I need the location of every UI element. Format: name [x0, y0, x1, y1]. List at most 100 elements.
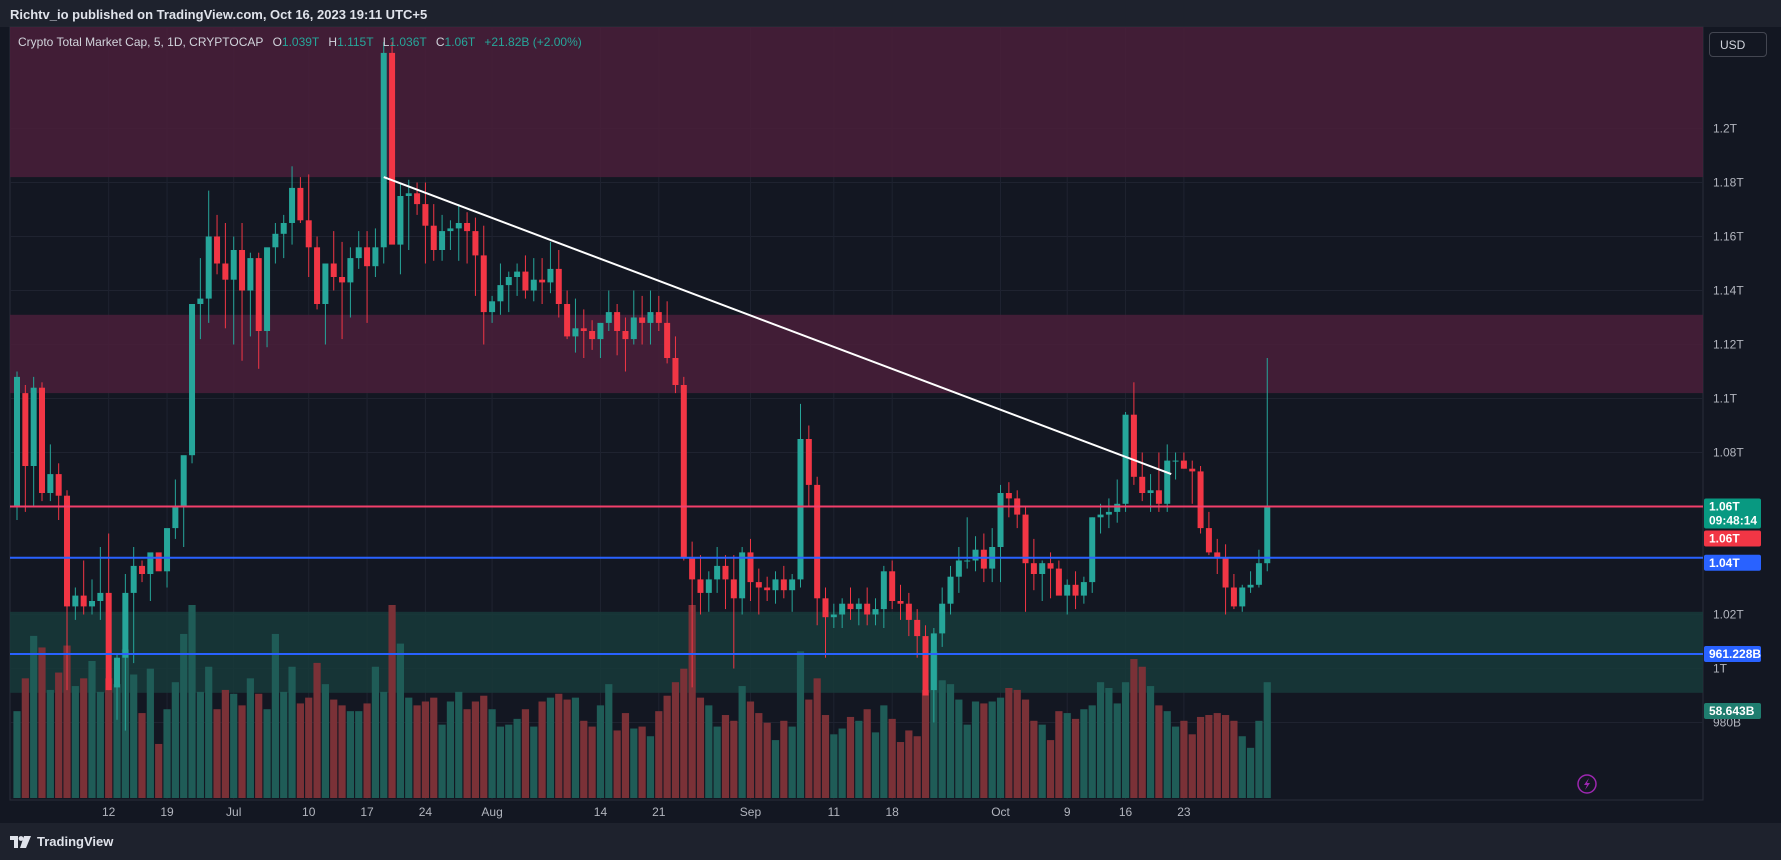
candle-body	[489, 301, 496, 313]
candle	[1247, 571, 1254, 593]
currency-button[interactable]: USD	[1709, 32, 1767, 57]
price-axis[interactable]: 1.2T 1.18T 1.16T 1.14T 1.12T 1.1T 1.08T 1.02T 1T…	[1713, 122, 1744, 824]
candle	[1222, 544, 1229, 615]
volume-bar	[671, 682, 680, 798]
candle	[1014, 490, 1021, 529]
volume-bar	[196, 691, 204, 798]
volume-bar	[996, 697, 1005, 798]
volume-bar	[96, 691, 104, 798]
volume-bar	[63, 645, 71, 798]
zone-resistance-lower	[10, 314, 1703, 394]
candle	[489, 295, 496, 323]
candle-body	[72, 595, 79, 607]
alert-icon[interactable]	[1577, 774, 1597, 794]
candle	[764, 576, 771, 601]
candle-body	[597, 322, 604, 340]
candle-body	[280, 223, 287, 234]
candle	[355, 231, 362, 269]
time-axis[interactable]: 12 19 Jul 10 17 24 Aug 14 21 Sep 11 18 Oct 9 16 23	[102, 805, 1191, 819]
volume-bar	[271, 633, 279, 798]
candle	[630, 290, 637, 345]
candle	[855, 598, 862, 626]
candle-body	[697, 579, 704, 593]
candle-body	[164, 528, 171, 572]
candle-body	[114, 657, 121, 688]
legend-close-label: C	[436, 35, 445, 49]
zones	[10, 27, 1703, 693]
candle-body	[230, 250, 237, 280]
candle	[330, 231, 337, 291]
candle	[455, 204, 462, 261]
x-tick-label: Oct	[991, 805, 1010, 819]
tradingview-logo[interactable]: TradingView	[10, 834, 113, 849]
candle-body	[1130, 414, 1137, 477]
volume-bar	[1063, 713, 1071, 798]
volume-bar	[413, 705, 421, 798]
candle	[672, 336, 679, 394]
candle	[822, 587, 829, 658]
candle-body	[130, 565, 137, 593]
volume-bar	[846, 716, 855, 798]
candle-body	[1197, 471, 1204, 529]
candle	[1130, 382, 1137, 485]
volume-bar	[813, 678, 821, 798]
candle	[1214, 538, 1221, 574]
volume-bar	[521, 709, 530, 798]
candle	[139, 560, 146, 583]
candle	[1105, 498, 1112, 529]
candle-body	[380, 52, 387, 248]
zone-resistance-upper	[10, 27, 1703, 178]
candle-body	[772, 579, 779, 591]
candle	[997, 484, 1004, 583]
publication-header: Richtv_io published on TradingView.com, …	[0, 0, 1781, 27]
candle	[1264, 358, 1271, 572]
volume-bar	[955, 699, 963, 798]
y-tick-label: 1.16T	[1713, 230, 1744, 244]
candle	[747, 538, 754, 601]
candle	[105, 533, 112, 691]
volume-bar	[55, 672, 63, 798]
volume-bar	[596, 705, 605, 798]
candle-body	[972, 549, 979, 561]
last-price-badge-text: 09:48:14	[1709, 514, 1757, 528]
volume-bar	[1230, 720, 1238, 798]
candle	[947, 565, 954, 615]
candle	[889, 560, 896, 610]
candle	[1122, 412, 1129, 512]
volume-bar	[505, 724, 513, 798]
volume-bar	[988, 701, 996, 798]
candle	[864, 587, 871, 626]
candle	[447, 220, 454, 250]
candle-body	[1222, 557, 1229, 588]
candle	[414, 182, 421, 215]
candle-body	[197, 298, 204, 304]
candle	[89, 579, 96, 615]
volume-bar	[405, 697, 413, 798]
volume-bar	[338, 705, 346, 798]
candle	[130, 547, 137, 664]
candle-body	[897, 601, 904, 604]
candle-body	[1180, 460, 1187, 469]
candle-body	[964, 560, 971, 562]
last-price-badge-bg	[1704, 498, 1761, 529]
candlestick-chart[interactable]: 1.2T 1.18T 1.16T 1.14T 1.12T 1.1T 1.08T 1.02T 1T…	[0, 0, 1781, 823]
volume-bar	[680, 668, 688, 798]
candle-body	[464, 223, 471, 232]
candle-body	[739, 552, 746, 599]
y-tick-label: 1.1T	[1713, 392, 1738, 406]
candle-body	[14, 376, 20, 507]
volume-bar	[771, 740, 780, 798]
candle-body	[997, 493, 1004, 547]
candle-body	[1239, 587, 1246, 607]
candle-body	[889, 571, 896, 601]
volume-bar	[71, 686, 79, 798]
x-tick-label: 11	[828, 805, 841, 819]
candle-body	[330, 263, 337, 277]
candle-body	[105, 592, 112, 691]
volume-bar	[1163, 711, 1171, 798]
candle	[547, 241, 554, 294]
volume-bar	[613, 730, 621, 798]
volume-bar	[863, 709, 871, 798]
candle-body	[297, 187, 304, 221]
volume-bar	[13, 711, 21, 798]
